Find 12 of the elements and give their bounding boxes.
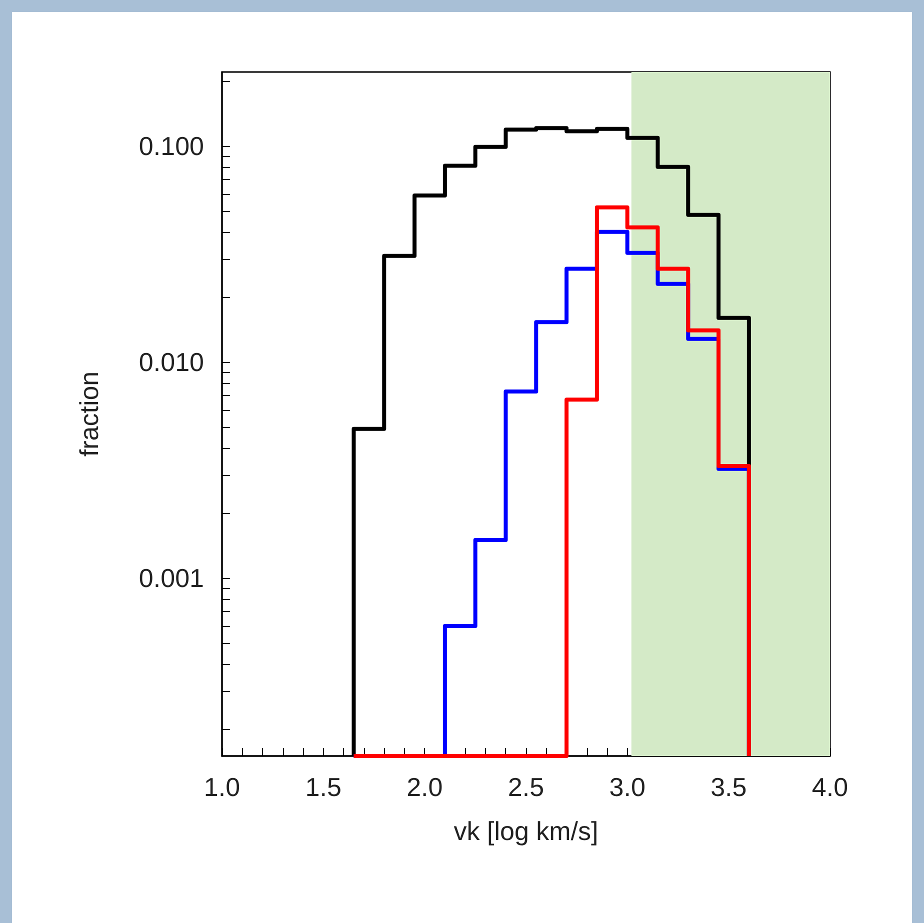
x-tick-label: 3.5 (710, 772, 747, 802)
y-tick-label: 0.100 (138, 130, 204, 161)
x-tick-label: 3.0 (609, 772, 646, 802)
x-tick-label: 1.0 (204, 772, 240, 802)
y-tick-label: 0.001 (138, 563, 204, 594)
x-axis-title: vk [log km/s] (454, 816, 598, 846)
y-axis-title: fraction (74, 371, 104, 457)
y-tick-label: 0.010 (138, 346, 204, 377)
x-tick-label: 2.0 (406, 772, 443, 802)
x-tick-label: 4.0 (812, 772, 848, 802)
x-tick-label: 1.5 (305, 772, 342, 802)
x-tick-label: 2.5 (508, 772, 544, 802)
